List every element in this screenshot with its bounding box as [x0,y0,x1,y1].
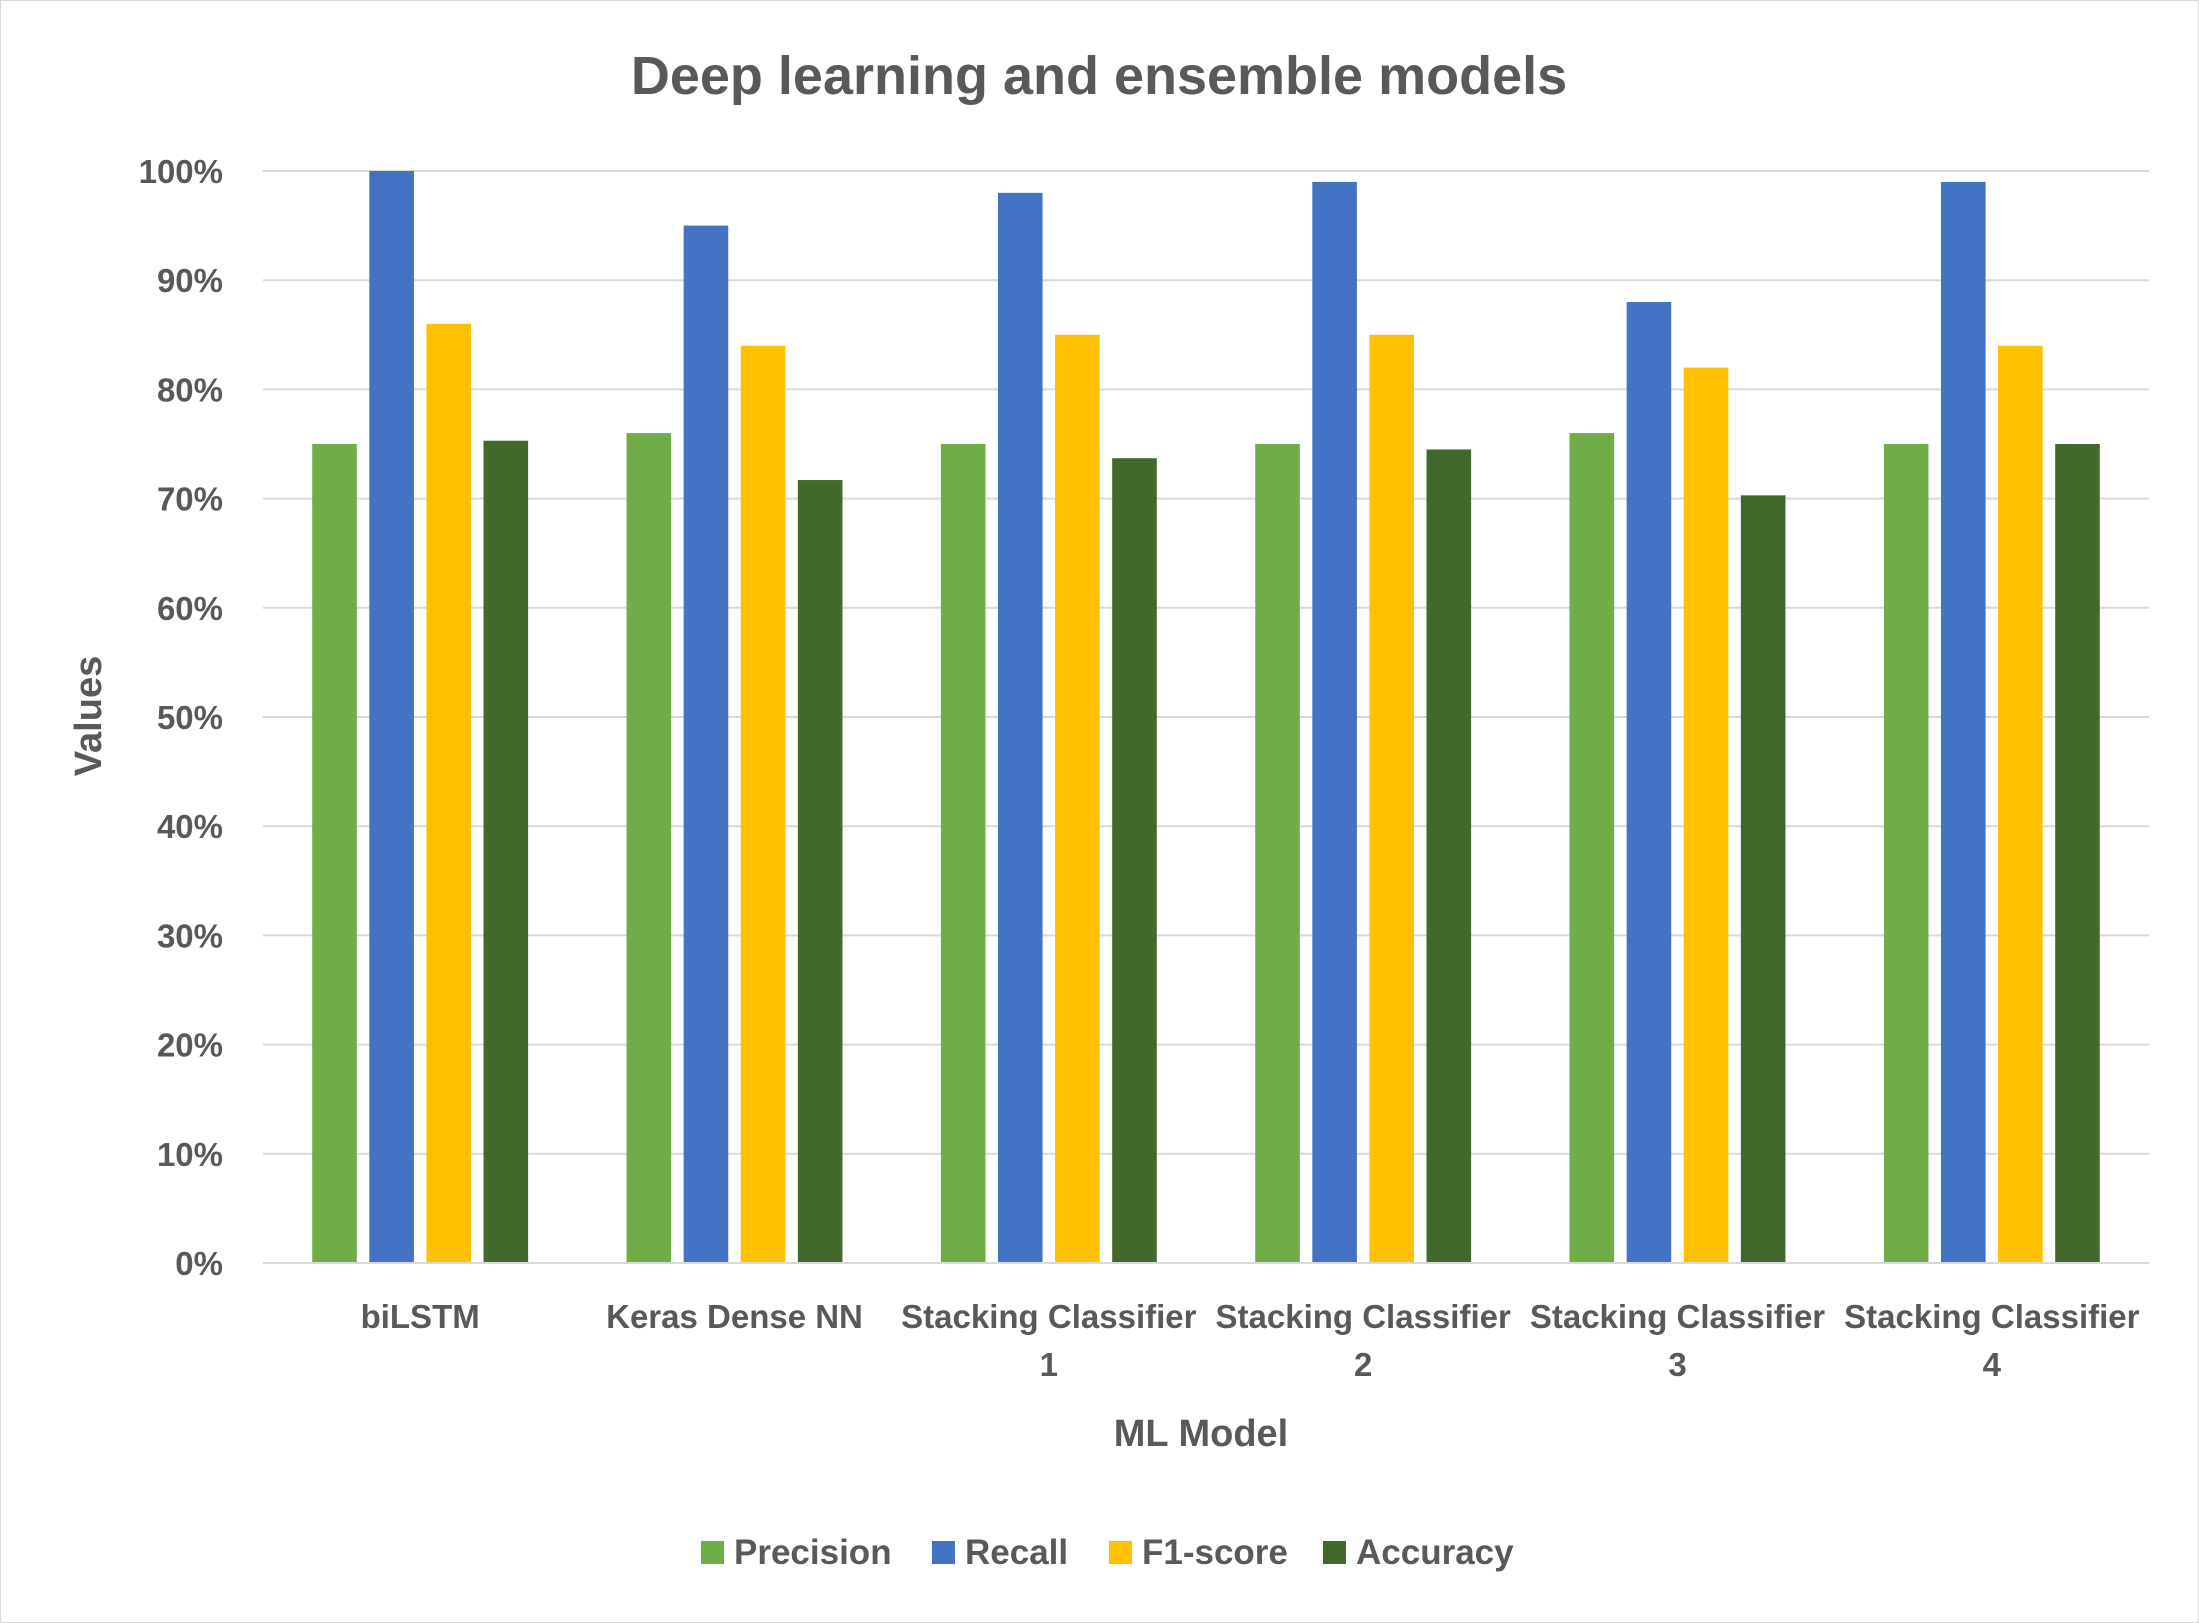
y-tick-label: 50% [157,699,223,736]
legend: Precision Recall F1-score Accuracy [701,1533,1514,1572]
chart-title: Deep learning and ensemble models [631,46,1567,106]
legend-label-precision: Precision [734,1533,892,1572]
bar-recall [1940,181,1986,1263]
bar-precision [1255,444,1300,1263]
legend-swatch-recall [932,1541,955,1564]
y-axis-ticks: 0% 10% 20% 30% 40% 50% 60% 70% 80% 90% 100% [139,153,223,1282]
x-tick-label: 1 [1040,1346,1058,1383]
bar-recall [1312,181,1357,1263]
bar-accuracy [1426,449,1472,1264]
x-tick-label: Stacking Classifier [901,1298,1196,1335]
y-axis-title: Values [68,656,110,776]
x-tick-label: 3 [1668,1346,1686,1383]
bar-accuracy [483,440,529,1263]
bar-f1-score [1369,334,1415,1263]
x-tick-label: Stacking Classifier [1216,1298,1511,1335]
x-tick-label: Stacking Classifier [1530,1298,1825,1335]
x-tick-label: Keras Dense NN [606,1298,863,1335]
bar-f1-score [1998,345,2043,1264]
legend-label-accuracy: Accuracy [1356,1533,1514,1572]
bar-accuracy [2055,444,2100,1263]
x-axis-ticks: biLSTM Keras Dense NN Stacking Classifier 1… [361,1298,2140,1383]
y-tick-label: 10% [157,1136,223,1173]
y-tick-label: 90% [157,262,223,299]
bar-recall [369,171,414,1263]
bar-recall [683,225,729,1264]
x-axis-title: ML Model [1114,1413,1289,1455]
bar-precision [312,444,357,1263]
x-tick-label: 4 [1983,1346,2002,1383]
legend-swatch-precision [701,1541,724,1564]
bar-f1-score [1683,367,1729,1263]
y-tick-label: 60% [157,590,223,627]
bar-precision [626,433,672,1264]
legend-swatch-f1-score [1109,1541,1132,1564]
x-tick-label: biLSTM [361,1298,480,1335]
bar-recall [1626,302,1672,1263]
y-tick-label: 40% [157,808,223,845]
legend-label-f1-score: F1-score [1142,1533,1288,1572]
bar-precision [940,444,986,1263]
legend-swatch-accuracy [1323,1541,1346,1564]
y-tick-label: 20% [157,1027,223,1064]
x-tick-label: Stacking Classifier [1844,1298,2139,1335]
bar-precision [1883,444,1929,1263]
legend-label-recall: Recall [965,1533,1068,1572]
bar-precision [1569,433,1615,1264]
bar-recall [997,192,1043,1264]
bars [312,171,2100,1264]
gridlines [263,170,2149,1155]
y-tick-label: 80% [157,371,223,408]
y-tick-label: 0% [175,1245,223,1282]
y-tick-label: 100% [139,153,223,190]
bar-f1-score [740,345,786,1264]
bar-accuracy [1740,495,1786,1264]
y-tick-label: 70% [157,481,223,518]
y-tick-label: 30% [157,917,223,954]
bar-f1-score [426,323,472,1263]
bar-accuracy [1112,458,1157,1263]
bar-accuracy [797,480,843,1263]
bar-f1-score [1055,334,1100,1263]
x-tick-label: 2 [1354,1346,1372,1383]
